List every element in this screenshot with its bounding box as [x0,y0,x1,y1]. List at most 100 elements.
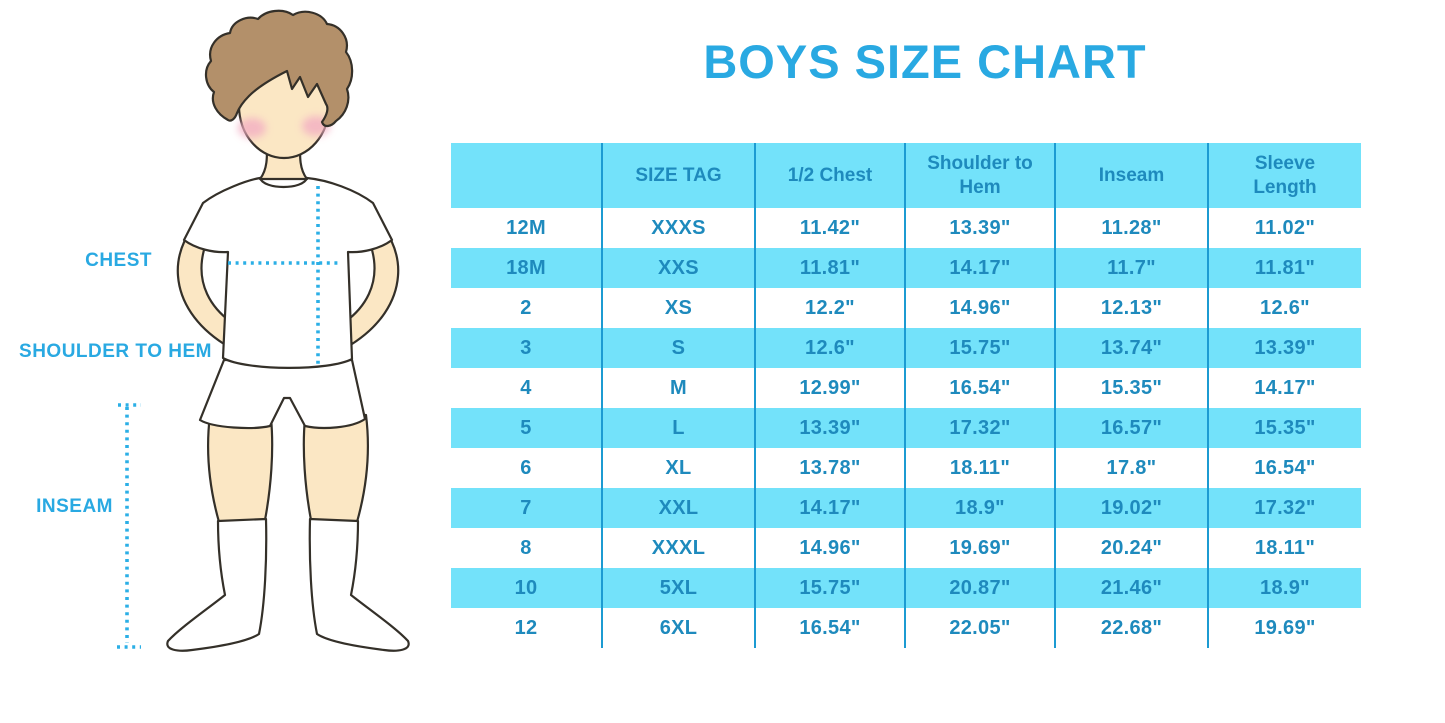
inseam-cell: 16.57" [1054,408,1208,448]
t-shirt [182,176,394,369]
size-cell: 10 [514,576,538,599]
half-chest-cell: 12.6" [754,328,905,368]
sleeve-length-cell: 14.17" [1207,368,1361,408]
chest-label: CHEST [85,250,152,271]
inseam-cell: 11.28" [1054,208,1208,248]
half-chest-cell: 14.17" [754,488,905,528]
shoulder-to-hem-cell: 19.69" [904,528,1055,568]
boy-figure-drawing [117,9,410,652]
table-row: 12 6XL 16.54" 22.05" 22.68" 19.69" [451,608,1361,648]
inseam-cell: 21.46" [1054,568,1208,608]
half-chest-cell: 15.75" [754,568,905,608]
table-row: 2 XS 12.2" 14.96" 12.13" 12.6" [451,288,1361,328]
size-cell: 5 [520,416,532,439]
size-cell: 8 [520,536,532,559]
half-chest-cell: 13.39" [754,408,905,448]
shoulder-to-hem-cell: 16.54" [904,368,1055,408]
shoulder-to-hem-cell: 18.9" [904,488,1055,528]
half-chest-cell: 13.78" [754,448,905,488]
table-row: 7 XXL 14.17" 18.9" 19.02" 17.32" [451,488,1361,528]
table-row: 10 5XL 15.75" 20.87" 21.46" 18.9" [451,568,1361,608]
header-sleeve-length: Sleeve Length [1207,143,1361,208]
half-chest-cell: 12.99" [754,368,905,408]
header-inseam: Inseam [1054,143,1208,208]
shoulder-to-hem-cell: 14.17" [904,248,1055,288]
size-cell: 18M [506,256,546,279]
size-tag-cell: M [601,368,755,408]
sleeve-length-cell: 12.6" [1207,288,1361,328]
sleeve-length-cell: 18.11" [1207,528,1361,568]
size-tag-cell: XXL [601,488,755,528]
shoulder-to-hem-cell: 20.87" [904,568,1055,608]
right-sock [308,517,410,652]
table-row: 4 M 12.99" 16.54" 15.35" 14.17" [451,368,1361,408]
shoulder-to-hem-cell: 14.96" [904,288,1055,328]
inseam-cell: 11.7" [1054,248,1208,288]
size-tag-cell: XXXL [601,528,755,568]
table-row: 6 XL 13.78" 18.11" 17.8" 16.54" [451,448,1361,488]
size-chart-table: SIZE TAG 1/2 Chest Shoulder to Hem Insea… [451,143,1361,648]
inseam-cell: 15.35" [1054,368,1208,408]
half-chest-cell: 12.2" [754,288,905,328]
shoulder-to-hem-cell: 22.05" [904,608,1055,648]
shoulder-to-hem-label: SHOULDER TO HEM [19,341,212,362]
table-row: 18M XXS 11.81" 14.17" 11.7" 11.81" [451,248,1361,288]
table-header-row: SIZE TAG 1/2 Chest Shoulder to Hem Insea… [451,143,1361,208]
left-cheek [238,118,266,138]
right-leg [302,413,370,524]
hair [204,9,354,128]
inseam-cell: 17.8" [1054,448,1208,488]
sleeve-length-cell: 16.54" [1207,448,1361,488]
sleeve-length-cell: 19.69" [1207,608,1361,648]
header-shoulder-to-hem: Shoulder to Hem [904,143,1055,208]
half-chest-cell: 11.81" [754,248,905,288]
inseam-cell: 19.02" [1054,488,1208,528]
size-cell: 7 [520,496,532,519]
size-cell: 6 [520,456,532,479]
table-row: 5 L 13.39" 17.32" 16.57" 15.35" [451,408,1361,448]
shoulder-to-hem-cell: 15.75" [904,328,1055,368]
size-cell: 4 [520,376,532,399]
size-tag-cell: XL [601,448,755,488]
inseam-cell: 22.68" [1054,608,1208,648]
sleeve-length-cell: 11.02" [1207,208,1361,248]
table-row: 12M XXXS 11.42" 13.39" 11.28" 11.02" [451,208,1361,248]
shorts [198,358,367,430]
inseam-cell: 12.13" [1054,288,1208,328]
sleeve-length-cell: 15.35" [1207,408,1361,448]
shoulder-to-hem-cell: 18.11" [904,448,1055,488]
header-size [451,143,602,208]
size-tag-cell: XXXS [601,208,755,248]
size-tag-cell: XS [601,288,755,328]
sleeve-length-cell: 13.39" [1207,328,1361,368]
shoulder-to-hem-cell: 17.32" [904,408,1055,448]
boy-measurement-illustration: CHEST SHOULDER TO HEM INSEAM [0,0,450,723]
size-tag-cell: XXS [601,248,755,288]
size-tag-cell: 6XL [601,608,755,648]
half-chest-cell: 14.96" [754,528,905,568]
size-cell: 12 [514,616,538,639]
size-tag-cell: S [601,328,755,368]
sleeve-length-cell: 17.32" [1207,488,1361,528]
header-half-chest: 1/2 Chest [754,143,905,208]
size-cell: 3 [520,336,532,359]
left-sock [166,517,268,652]
header-size-tag: SIZE TAG [601,143,755,208]
page-title: BOYS SIZE CHART [703,35,1147,88]
table-row: 8 XXXL 14.96" 19.69" 20.24" 18.11" [451,528,1361,568]
size-cell: 2 [520,296,532,319]
half-chest-cell: 16.54" [754,608,905,648]
sleeve-length-cell: 18.9" [1207,568,1361,608]
half-chest-cell: 11.42" [754,208,905,248]
size-tag-cell: 5XL [601,568,755,608]
inseam-cell: 20.24" [1054,528,1208,568]
size-table-body: 12M XXXS 11.42" 13.39" 11.28" 11.02" 18M XXS 11.… [451,208,1361,648]
size-tag-cell: L [601,408,755,448]
sleeve-length-cell: 11.81" [1207,248,1361,288]
left-leg [206,413,274,524]
inseam-cell: 13.74" [1054,328,1208,368]
table-row: 3 S 12.6" 15.75" 13.74" 13.39" [451,328,1361,368]
inseam-label: INSEAM [36,496,113,517]
shoulder-to-hem-cell: 13.39" [904,208,1055,248]
